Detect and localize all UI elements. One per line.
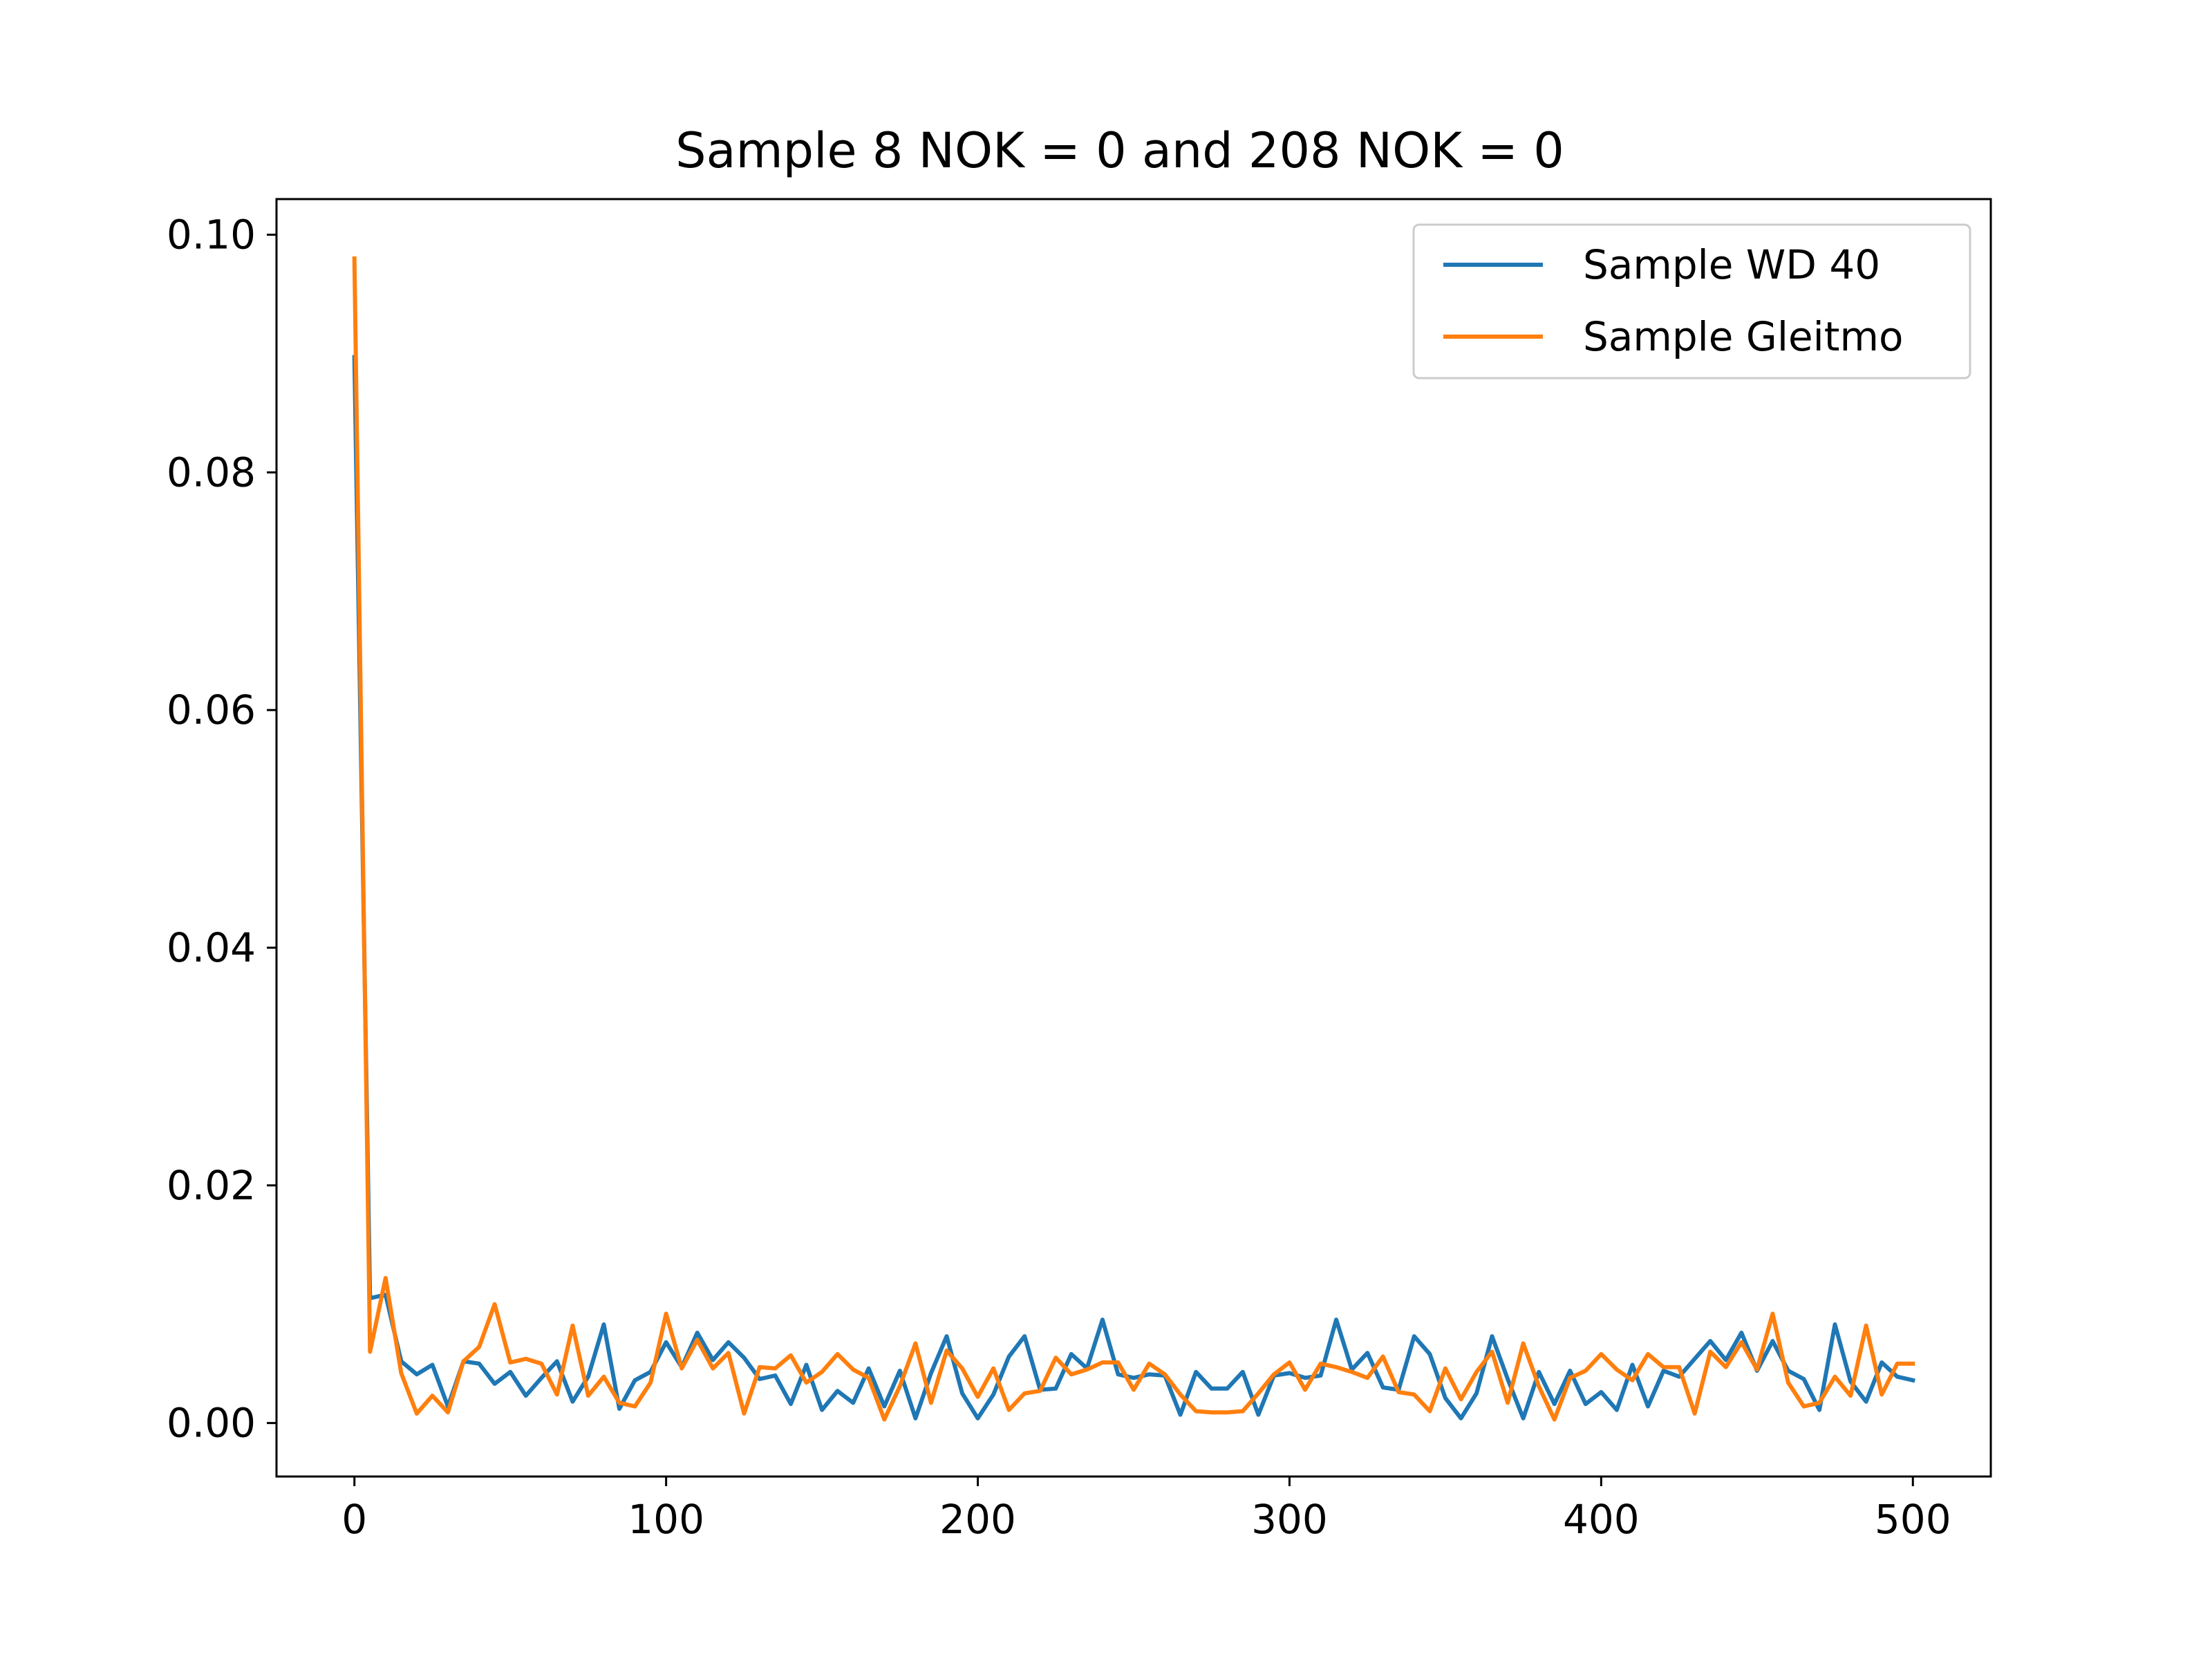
y-tick-label: 0.02 <box>167 1162 256 1209</box>
y-tick-label: 0.10 <box>167 212 256 259</box>
series-line-2 <box>352 256 1915 1422</box>
y-tick-label: 0.06 <box>167 686 256 733</box>
chart-title: Sample 8 NOK = 0 and 208 NOK = 0 <box>675 122 1564 179</box>
legend: Sample WD 40 Sample Gleitmo <box>1412 223 1971 379</box>
y-tick-label: 0.08 <box>167 449 256 496</box>
plot-frame <box>275 198 1992 1478</box>
y-axis: 0.00 0.02 0.04 0.06 0.08 0.10 <box>167 212 276 1447</box>
series-layer <box>352 256 1915 1422</box>
plot-area <box>276 199 1991 1477</box>
legend-label: Sample Gleitmo <box>1583 313 1904 360</box>
series-line-1 <box>352 355 1915 1421</box>
legend-label: Sample WD 40 <box>1583 241 1880 288</box>
x-tick-label: 400 <box>1563 1496 1640 1543</box>
x-tick-label: 100 <box>628 1496 704 1543</box>
x-tick-label: 500 <box>1875 1496 1951 1543</box>
y-tick-label: 0.00 <box>167 1400 256 1447</box>
y-tick-label: 0.04 <box>167 924 256 971</box>
x-axis: 0 100 200 300 400 500 <box>341 1477 1951 1543</box>
x-tick-label: 200 <box>939 1496 1016 1543</box>
legend-box <box>1412 223 1971 379</box>
x-tick-label: 0 <box>341 1496 367 1543</box>
x-tick-label: 300 <box>1251 1496 1328 1543</box>
